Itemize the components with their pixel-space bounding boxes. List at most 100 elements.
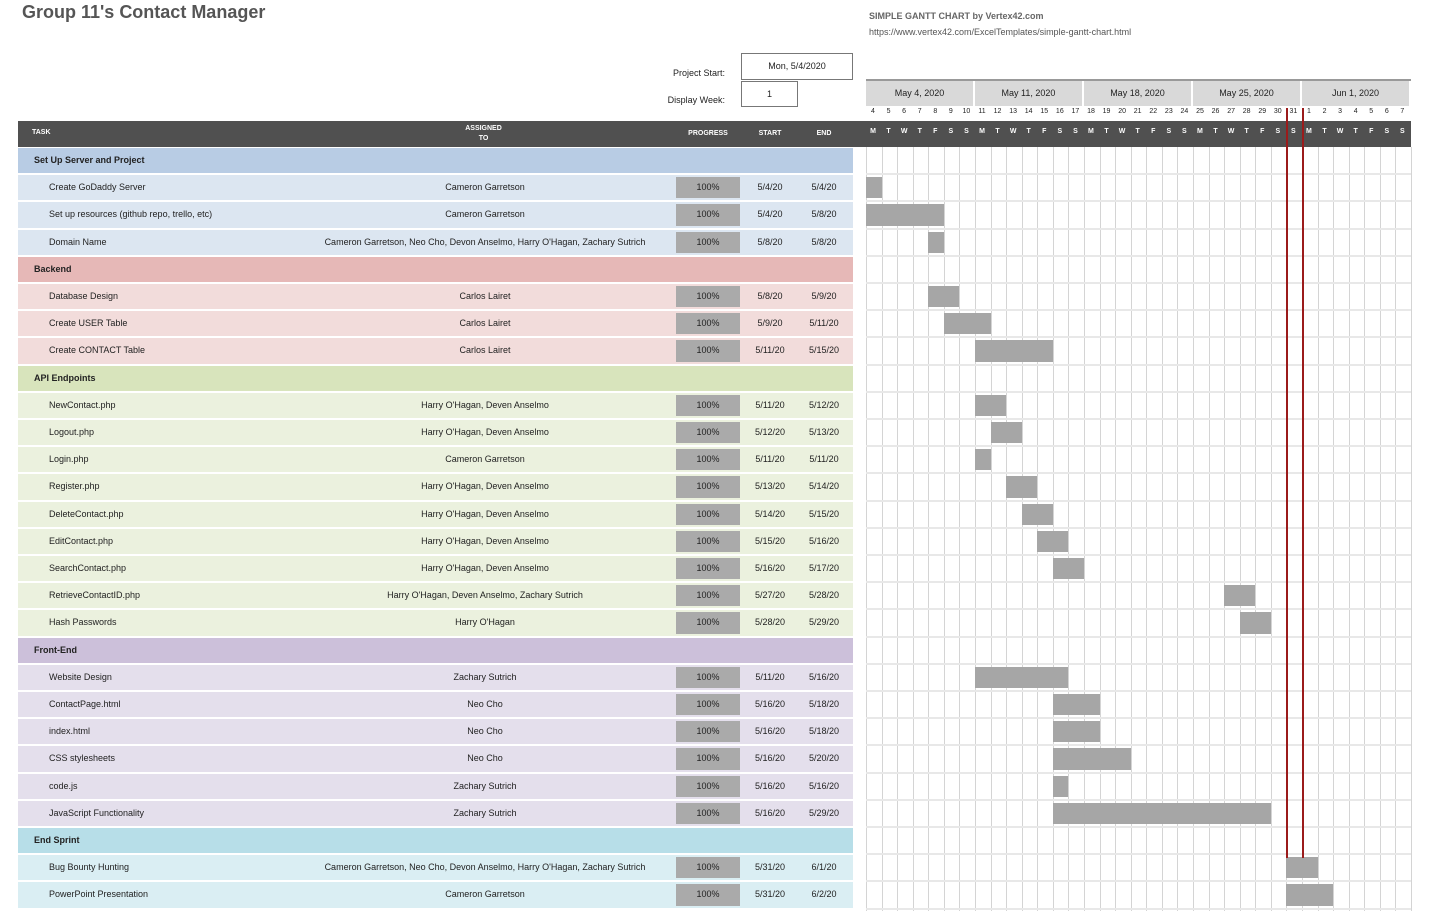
gantt-bar[interactable] xyxy=(943,313,991,335)
end-date[interactable]: 6/1/20 xyxy=(811,862,837,873)
task-row[interactable]: CSS stylesheets Neo Cho 100% 5/16/20 5/20/20 xyxy=(18,746,853,772)
start-date[interactable]: 5/16/20 xyxy=(754,753,786,764)
progress-cell[interactable]: 100% xyxy=(676,204,740,226)
task-row[interactable]: index.html Neo Cho 100% 5/16/20 5/18/20 xyxy=(18,719,853,745)
gantt-bar[interactable] xyxy=(974,666,1069,688)
display-week-input[interactable]: 1 xyxy=(741,81,798,107)
end-date[interactable]: 5/29/20 xyxy=(808,807,840,818)
task-row[interactable]: ContactPage.html Neo Cho 100% 5/16/20 5/18/2… xyxy=(18,692,853,718)
gantt-bar[interactable] xyxy=(1052,721,1100,743)
end-date[interactable]: 5/17/20 xyxy=(808,563,840,573)
progress-cell[interactable]: 100% xyxy=(676,476,740,498)
task-row[interactable]: Register.php Harry O'Hagan, Deven Anselmo… xyxy=(18,474,853,500)
gantt-bar[interactable] xyxy=(1286,857,1318,879)
end-date[interactable]: 5/11/20 xyxy=(809,454,839,465)
progress-cell[interactable]: 100% xyxy=(676,340,740,362)
task-row[interactable]: Create CONTACT Table Carlos Lairet 100% 5/1… xyxy=(18,338,853,364)
task-row[interactable]: JavaScript Functionality Zachary Sutrich 1… xyxy=(18,800,853,826)
start-date[interactable]: 5/11/20 xyxy=(755,454,785,465)
progress-cell[interactable]: 100% xyxy=(676,694,740,716)
gantt-bar[interactable] xyxy=(866,204,944,226)
task-row[interactable]: code.js Zachary Sutrich 100% 5/16/20 5/16/20 xyxy=(18,773,853,799)
start-date[interactable]: 5/14/20 xyxy=(754,508,786,519)
gantt-bar[interactable] xyxy=(1021,503,1053,525)
task-row[interactable]: Login.php Cameron Garretson 100% 5/11/20 5/1… xyxy=(18,447,853,473)
gantt-bar[interactable] xyxy=(928,286,960,308)
progress-cell[interactable]: 100% xyxy=(676,286,740,308)
progress-cell[interactable]: 100% xyxy=(676,503,740,525)
end-date[interactable]: 5/15/20 xyxy=(808,345,840,356)
progress-cell[interactable]: 100% xyxy=(676,585,740,607)
start-date[interactable]: 5/16/20 xyxy=(754,563,786,573)
end-date[interactable]: 6/2/20 xyxy=(811,889,837,900)
end-date[interactable]: 5/13/20 xyxy=(808,427,840,437)
task-row[interactable]: RetrieveContactID.php Harry O'Hagan, Deve… xyxy=(18,583,853,609)
task-row[interactable]: Domain Name Cameron Garretson, Neo Cho, D… xyxy=(18,229,853,255)
end-date[interactable]: 5/18/20 xyxy=(808,726,840,737)
end-date[interactable]: 5/28/20 xyxy=(808,590,840,601)
progress-cell[interactable]: 100% xyxy=(676,748,740,770)
task-row[interactable]: DeleteContact.php Harry O'Hagan, Deven An… xyxy=(18,501,853,527)
task-row[interactable]: Create GoDaddy Server Cameron Garretson 10… xyxy=(18,175,853,201)
task-row[interactable]: Bug Bounty Hunting Cameron Garretson, Neo… xyxy=(18,855,853,881)
progress-cell[interactable]: 100% xyxy=(676,231,740,253)
start-date[interactable]: 5/8/20 xyxy=(757,291,783,301)
task-row[interactable]: Set up resources (github repo, trello, e… xyxy=(18,202,853,228)
progress-cell[interactable]: 100% xyxy=(676,721,740,743)
progress-cell[interactable]: 100% xyxy=(676,422,740,444)
progress-cell[interactable]: 100% xyxy=(676,530,740,552)
end-date[interactable]: 5/18/20 xyxy=(808,699,840,709)
start-date[interactable]: 5/31/20 xyxy=(754,889,786,900)
progress-cell[interactable]: 100% xyxy=(676,177,740,199)
start-date[interactable]: 5/31/20 xyxy=(754,862,786,873)
gantt-bar[interactable] xyxy=(1286,884,1334,906)
start-date[interactable]: 5/9/20 xyxy=(757,318,783,329)
task-row[interactable]: Hash Passwords Harry O'Hagan 100% 5/28/20 5/… xyxy=(18,610,853,636)
gantt-bar[interactable] xyxy=(928,231,944,253)
start-date[interactable]: 5/13/20 xyxy=(754,481,786,492)
start-date[interactable]: 5/8/20 xyxy=(757,236,783,247)
end-date[interactable]: 5/4/20 xyxy=(811,182,837,193)
end-date[interactable]: 5/16/20 xyxy=(808,671,840,682)
start-date[interactable]: 5/11/20 xyxy=(755,345,785,356)
task-row[interactable]: EditContact.php Harry O'Hagan, Deven Anse… xyxy=(18,528,853,554)
task-row[interactable]: Create USER Table Carlos Lairet 100% 5/9/20… xyxy=(18,311,853,337)
task-row[interactable]: Logout.php Harry O'Hagan, Deven Anselmo 10… xyxy=(18,420,853,446)
gantt-bar[interactable] xyxy=(866,177,882,199)
progress-cell[interactable]: 100% xyxy=(676,857,740,879)
start-date[interactable]: 5/16/20 xyxy=(754,807,786,818)
gantt-bar[interactable] xyxy=(1006,476,1038,498)
start-date[interactable]: 5/16/20 xyxy=(754,699,786,709)
progress-cell[interactable]: 100% xyxy=(676,558,740,580)
gantt-bar[interactable] xyxy=(974,394,1007,416)
gantt-bar[interactable] xyxy=(1052,558,1084,580)
start-date[interactable]: 5/27/20 xyxy=(754,590,786,601)
start-date[interactable]: 5/15/20 xyxy=(754,535,786,546)
gantt-bar[interactable] xyxy=(1052,775,1069,797)
start-date[interactable]: 5/28/20 xyxy=(754,617,786,628)
progress-cell[interactable]: 100% xyxy=(676,449,740,471)
end-date[interactable]: 5/20/20 xyxy=(808,753,840,764)
gantt-bar[interactable] xyxy=(1052,694,1100,716)
gantt-bar[interactable] xyxy=(974,449,991,471)
project-start-input[interactable]: Mon, 5/4/2020 xyxy=(741,53,853,80)
start-date[interactable]: 5/12/20 xyxy=(754,427,786,437)
end-date[interactable]: 5/16/20 xyxy=(808,780,840,791)
end-date[interactable]: 5/9/20 xyxy=(811,291,837,301)
start-date[interactable]: 5/16/20 xyxy=(754,780,786,791)
task-row[interactable]: PowerPoint Presentation Cameron Garretson… xyxy=(18,882,853,908)
gantt-bar[interactable] xyxy=(1037,530,1069,552)
end-date[interactable]: 5/16/20 xyxy=(808,535,840,546)
progress-cell[interactable]: 100% xyxy=(676,666,740,688)
end-date[interactable]: 5/29/20 xyxy=(808,617,840,628)
gantt-bar[interactable] xyxy=(990,422,1022,444)
gantt-bar[interactable] xyxy=(1052,802,1271,824)
progress-cell[interactable]: 100% xyxy=(676,802,740,824)
start-date[interactable]: 5/11/20 xyxy=(755,671,785,682)
end-date[interactable]: 5/11/20 xyxy=(809,318,839,329)
start-date[interactable]: 5/4/20 xyxy=(757,209,783,220)
start-date[interactable]: 5/4/20 xyxy=(757,182,783,193)
gantt-bar[interactable] xyxy=(974,340,1053,362)
progress-cell[interactable]: 100% xyxy=(676,313,740,335)
progress-cell[interactable]: 100% xyxy=(676,775,740,797)
